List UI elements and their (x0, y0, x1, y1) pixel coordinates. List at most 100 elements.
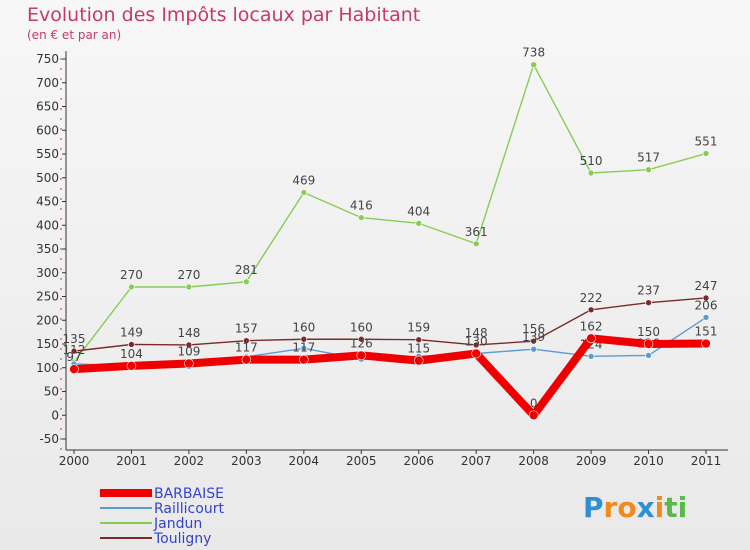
data-point-barbaise (126, 361, 137, 371)
data-label-touligny: 149 (120, 325, 143, 339)
data-point-touligny (530, 337, 537, 345)
y-tick-label: 350 (36, 242, 59, 256)
data-point-touligny (185, 341, 193, 349)
y-axis-minor-mark (60, 438, 62, 440)
data-label-barbaise: 150 (637, 325, 660, 339)
data-point-touligny (70, 347, 78, 355)
data-point-jandun (128, 283, 135, 291)
data-point-raillicourt (702, 314, 710, 321)
data-point-touligny (645, 299, 652, 306)
x-tick-label: 2001 (116, 454, 147, 468)
data-point-jandun (300, 189, 308, 196)
y-axis-minor-mark (60, 328, 62, 330)
data-point-jandun (243, 278, 250, 286)
chart-subtitle: (en € et par an) (27, 28, 122, 42)
y-axis-minor-mark (60, 88, 62, 90)
x-tick-label: 2004 (289, 454, 320, 468)
data-label-touligny: 159 (407, 321, 430, 335)
series-line-touligny (73, 297, 707, 352)
data-label-touligny: 160 (350, 320, 373, 334)
data-label-raillicourt: 139 (522, 330, 545, 344)
data-label-touligny: 247 (695, 279, 718, 293)
data-point-barbaise (184, 358, 194, 369)
y-tick-label: 400 (36, 218, 59, 232)
data-point-jandun (472, 240, 480, 248)
y-tick-label: 550 (36, 147, 59, 161)
y-axis-minor-mark (60, 378, 62, 380)
y-axis-minor-mark (60, 238, 62, 240)
data-point-jandun (357, 214, 365, 221)
y-axis-minor-mark (60, 448, 62, 450)
y-axis-minor-mark (60, 388, 62, 390)
data-point-barbaise (241, 354, 252, 365)
legend-label-jandun: Jandun (153, 516, 202, 532)
y-axis-minor-mark (60, 228, 62, 230)
data-point-barbaise (643, 339, 654, 349)
y-axis-minor-mark (60, 68, 62, 70)
data-point-touligny (300, 335, 308, 343)
y-axis-minor-mark (60, 418, 62, 420)
y-axis-minor-mark (60, 248, 62, 250)
y-axis-minor-mark (60, 78, 62, 80)
legend-label-raillicourt: Raillicourt (154, 501, 224, 517)
y-axis-minor-mark (60, 318, 62, 320)
data-label-jandun: 469 (292, 173, 315, 187)
y-axis-minor-mark (60, 338, 62, 340)
x-tick-label: 2009 (576, 454, 607, 468)
data-label-jandun: 510 (580, 154, 603, 168)
y-axis-minor-mark (60, 398, 62, 400)
data-label-barbaise: 162 (580, 319, 603, 333)
y-axis-minor-mark (60, 178, 62, 180)
data-point-jandun (185, 283, 193, 291)
data-label-raillicourt: 206 (695, 298, 718, 312)
data-point-touligny (472, 341, 480, 349)
data-point-jandun (702, 150, 710, 157)
data-label-jandun: 404 (407, 204, 430, 218)
y-tick-label: 150 (36, 337, 59, 351)
x-tick-label: 2007 (461, 454, 492, 468)
y-axis-minor-mark (60, 358, 62, 360)
y-tick-label: 750 (36, 52, 59, 66)
y-axis-minor-mark (60, 288, 62, 290)
y-tick-label: 650 (36, 100, 59, 114)
y-tick-label: 50 (44, 385, 59, 399)
y-axis-minor-mark (60, 368, 62, 370)
x-tick-label: 2005 (346, 454, 377, 468)
x-tick-label: 2011 (691, 454, 722, 468)
y-axis-minor-mark (60, 118, 62, 120)
data-label-barbaise: 104 (120, 347, 143, 361)
data-label-touligny: 148 (177, 326, 200, 340)
y-tick-label: 700 (36, 76, 59, 90)
data-point-jandun (587, 169, 595, 177)
data-point-raillicourt (645, 352, 652, 359)
y-axis-minor-mark (60, 308, 62, 310)
y-axis-minor-mark (60, 408, 62, 410)
y-tick-label: 200 (36, 313, 59, 327)
data-label-barbaise: 117 (292, 341, 315, 355)
data-point-raillicourt (530, 345, 537, 353)
data-point-barbaise (701, 338, 711, 349)
data-label-barbaise: 126 (350, 336, 373, 350)
data-label-jandun: 551 (695, 135, 718, 149)
data-label-barbaise: 97 (66, 350, 81, 364)
data-label-touligny: 222 (580, 291, 603, 305)
y-tick-label: 500 (36, 171, 59, 185)
data-point-barbaise (528, 410, 539, 421)
y-axis-minor-mark (60, 258, 62, 260)
y-axis-minor-mark (60, 218, 62, 220)
y-axis-minor-mark (60, 298, 62, 300)
data-point-barbaise (69, 364, 79, 374)
y-axis-minor-mark (60, 168, 62, 170)
data-point-touligny (357, 335, 365, 343)
y-axis-minor-mark (60, 278, 62, 280)
data-label-jandun: 416 (350, 199, 373, 213)
data-label-jandun: 270 (120, 268, 143, 282)
data-label-touligny: 135 (63, 332, 86, 346)
x-tick-label: 2003 (231, 454, 262, 468)
y-axis-minor-mark (60, 58, 62, 60)
data-label-touligny: 160 (292, 320, 315, 334)
y-axis-minor-mark (60, 128, 62, 130)
y-axis-minor-mark (60, 208, 62, 210)
data-point-jandun (415, 220, 423, 227)
